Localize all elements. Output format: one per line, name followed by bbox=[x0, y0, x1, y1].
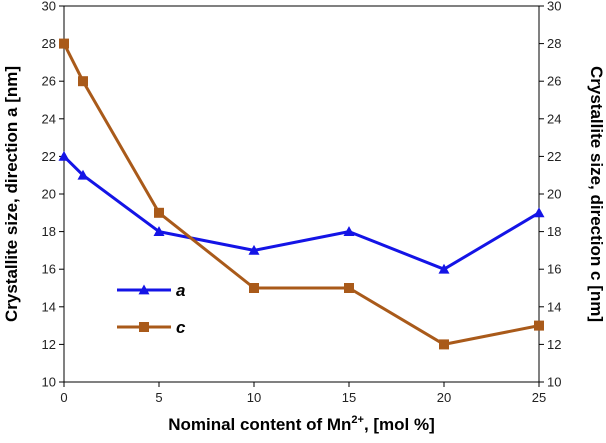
y-left-tick-label: 22 bbox=[42, 149, 56, 164]
x-tick-label: 5 bbox=[155, 390, 162, 405]
y-left-tick-label: 20 bbox=[42, 187, 56, 202]
data-point-c bbox=[534, 320, 544, 331]
data-point-c bbox=[344, 283, 354, 293]
legend-marker-a bbox=[138, 284, 150, 295]
data-point-c bbox=[154, 207, 164, 218]
y-left-tick-label: 14 bbox=[42, 299, 56, 314]
y-left-tick-label: 18 bbox=[42, 224, 56, 239]
x-axis-ticks: 0 5 10 15 20 25 bbox=[60, 382, 546, 405]
y-right-tick-label: 24 bbox=[547, 111, 561, 126]
y-right-tick-label: 10 bbox=[547, 375, 561, 390]
legend-marker-c bbox=[139, 322, 149, 332]
x-axis-title: Nominal content of Mn2+, [mol %] bbox=[168, 414, 435, 434]
y-right-tick-label: 16 bbox=[547, 262, 561, 277]
plot-area-frame bbox=[63, 5, 540, 383]
y-left-tick-label: 30 bbox=[42, 0, 56, 14]
y-right-tick-label: 20 bbox=[547, 187, 561, 202]
legend-label-a: a bbox=[176, 281, 185, 300]
y-left-tick-label: 16 bbox=[42, 262, 56, 277]
y-axis-left-title: Crystallite size, direction a [nm] bbox=[2, 66, 21, 322]
y-right-tick-label: 14 bbox=[547, 299, 561, 314]
data-point-a bbox=[153, 226, 165, 236]
series-c bbox=[59, 38, 544, 350]
x-tick-label: 20 bbox=[437, 390, 451, 405]
data-point-a bbox=[58, 150, 70, 161]
y-left-tick-label: 28 bbox=[42, 36, 56, 51]
series-line-c bbox=[62, 42, 540, 346]
data-point-a bbox=[77, 169, 89, 180]
data-point-a bbox=[343, 226, 355, 236]
series-layer bbox=[58, 38, 545, 350]
y-left-tick-label: 24 bbox=[42, 111, 56, 126]
series-a bbox=[58, 150, 545, 274]
y-right-tick-label: 28 bbox=[547, 36, 561, 51]
data-point-c bbox=[439, 339, 449, 350]
y-right-tick-label: 22 bbox=[547, 149, 561, 164]
y-axis-right-title: Crystallite size, direction c [nm] bbox=[587, 66, 606, 322]
x-tick-label: 25 bbox=[532, 390, 546, 405]
data-point-a bbox=[438, 263, 450, 274]
data-point-c bbox=[249, 283, 259, 293]
data-point-a bbox=[248, 244, 260, 255]
legend-label-c: c bbox=[176, 318, 186, 337]
x-tick-label: 15 bbox=[342, 390, 356, 405]
y-left-tick-label: 26 bbox=[42, 74, 56, 89]
data-point-c bbox=[78, 76, 88, 87]
y-right-tick-label: 18 bbox=[547, 224, 561, 239]
y-right-tick-label: 30 bbox=[547, 0, 561, 14]
x-axis-title-sup: 2+ bbox=[351, 414, 364, 426]
x-tick-label: 10 bbox=[247, 390, 261, 405]
y-left-tick-label: 10 bbox=[42, 375, 56, 390]
y-right-tick-label: 26 bbox=[547, 74, 561, 89]
data-point-a bbox=[533, 207, 545, 218]
x-axis-title-tail: , [mol %] bbox=[364, 415, 435, 434]
x-tick-label: 0 bbox=[60, 390, 67, 405]
y-left-tick-label: 12 bbox=[42, 337, 56, 352]
x-axis-title-main: Nominal content of Mn bbox=[168, 415, 351, 434]
y-right-tick-label: 12 bbox=[547, 337, 561, 352]
y-axis-left-ticks: 10 12 14 16 18 20 22 24 26 28 30 bbox=[42, 0, 64, 390]
data-point-c bbox=[59, 38, 69, 49]
y-axis-right-ticks: 10 12 14 16 18 20 22 24 26 28 30 bbox=[539, 0, 561, 390]
legend: a c bbox=[117, 281, 186, 337]
